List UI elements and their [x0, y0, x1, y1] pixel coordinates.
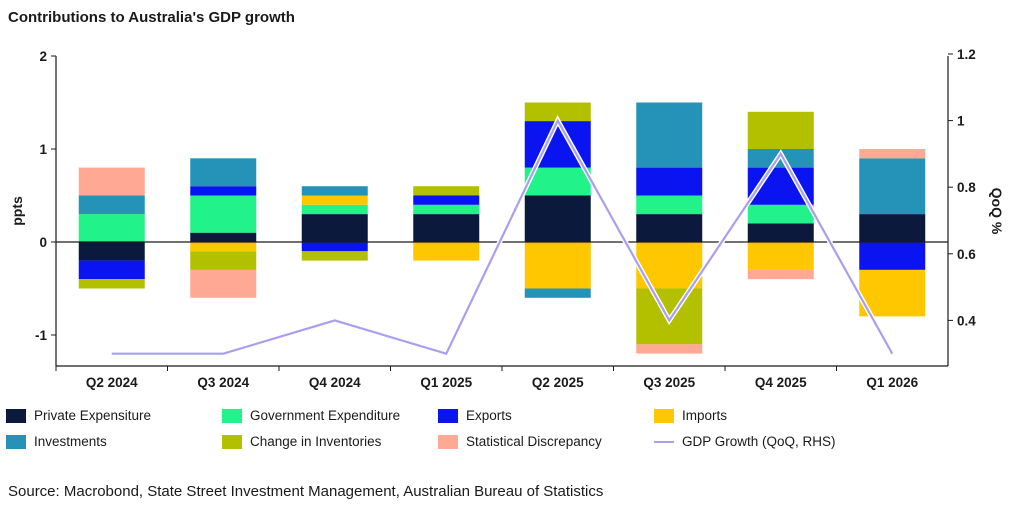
legend-item: Imports: [654, 408, 727, 423]
bar-segment: [190, 242, 257, 252]
legend-swatch: [438, 434, 458, 449]
bar-segment: [301, 195, 368, 205]
legend-item: Exports: [438, 408, 512, 423]
bar-segment: [859, 269, 926, 317]
legend-swatch: [222, 434, 242, 449]
legend-item: Government Expenditure: [222, 408, 400, 423]
bar-segment: [78, 279, 145, 289]
bar-segment: [636, 167, 703, 196]
bar-segment: [747, 269, 814, 280]
legend-swatch: [438, 408, 458, 423]
bars-layer: [78, 102, 926, 354]
bar-segment: [190, 269, 257, 298]
bar-segment: [78, 167, 145, 196]
legend-item: Statistical Discrepancy: [438, 434, 602, 449]
legend-label: Investments: [34, 434, 107, 449]
x-tick-label: Q1 2025: [420, 375, 472, 390]
bar-segment: [413, 195, 480, 205]
bar-segment: [190, 195, 257, 233]
bar-segment: [524, 195, 591, 242]
bar-segment: [859, 149, 926, 159]
bar-segment: [190, 251, 257, 270]
y-axis-label: ppts: [9, 196, 25, 226]
x-tick-label: Q3 2024: [197, 375, 249, 390]
bar-segment: [190, 186, 257, 196]
x-tick-label: Q4 2025: [755, 375, 807, 390]
bar-segment: [413, 242, 480, 261]
bar-segment: [636, 195, 703, 215]
bar-segment: [524, 288, 591, 298]
y-tick-label: 0: [39, 235, 47, 250]
legend-line-swatch: [654, 440, 674, 443]
x-tick-label: Q2 2025: [532, 375, 584, 390]
legend-label: Exports: [466, 408, 512, 423]
y2-tick-label: 0.8: [957, 180, 976, 195]
y2-tick-label: 1: [957, 114, 965, 129]
legend-swatch: [6, 408, 26, 423]
y-tick-label: -1: [35, 328, 47, 343]
legend-item: Private Expensiture: [6, 408, 151, 423]
bar-segment: [524, 242, 591, 289]
x-tick-label: Q2 2024: [86, 375, 138, 390]
bar-segment: [301, 204, 368, 215]
legend-label: Imports: [682, 408, 728, 423]
bar-segment: [636, 102, 703, 168]
bar-segment: [747, 111, 814, 149]
bar-segment: [859, 214, 926, 242]
bar-segment: [78, 242, 145, 261]
legend-label: GDP Growth (QoQ, RHS): [682, 434, 836, 449]
x-tick-label: Q4 2024: [309, 375, 361, 390]
bar-segment: [78, 195, 145, 215]
y2-tick-label: 0.4: [957, 313, 976, 328]
bar-segment: [301, 214, 368, 242]
y2-axis-label: QoQ %: [989, 188, 1005, 235]
bar-segment: [301, 186, 368, 196]
bar-segment: [190, 158, 257, 187]
x-tick-label: Q3 2025: [643, 375, 695, 390]
legend-item: Investments: [6, 434, 107, 449]
bar-segment: [524, 102, 591, 122]
bar-segment: [747, 223, 814, 242]
legend-item: GDP Growth (QoQ, RHS): [654, 434, 836, 449]
bar-segment: [413, 214, 480, 242]
bar-segment: [747, 204, 814, 224]
gdp-growth-line: [111, 118, 894, 356]
legend-label: Private Expensiture: [34, 408, 152, 423]
bar-segment: [747, 242, 814, 270]
bar-segment: [636, 214, 703, 242]
bar-segment: [859, 242, 926, 270]
y2-tick-label: 1.2: [957, 47, 976, 62]
bar-segment: [190, 232, 257, 242]
chart-title: Contributions to Australia's GDP growth: [8, 9, 295, 26]
x-tick-label: Q1 2026: [866, 375, 918, 390]
bar-segment: [636, 344, 703, 354]
bar-segment: [413, 186, 480, 196]
bar-segment: [78, 260, 145, 280]
legend-swatch: [222, 408, 242, 423]
bar-segment: [301, 242, 368, 252]
legend-swatch: [6, 434, 26, 449]
bar-segment: [301, 251, 368, 261]
legend-swatch: [654, 408, 674, 423]
source-note: Source: Macrobond, State Street Investme…: [8, 483, 604, 500]
bar-segment: [78, 214, 145, 242]
y-tick-label: 2: [39, 49, 47, 64]
y2-tick-label: 0.6: [957, 247, 976, 262]
legend-label: Change in Inventories: [250, 434, 382, 449]
y-tick-label: 1: [39, 142, 47, 157]
bar-segment: [413, 204, 480, 215]
axes-layer: -1 0 1 2 0.4 0.6 0.8 1 1.2 Q2 2024 Q3 2024 Q4 2024 Q…: [9, 47, 1005, 390]
legend-label: Government Expenditure: [250, 408, 401, 423]
legend-label: Statistical Discrepancy: [466, 434, 602, 449]
bar-segment: [859, 158, 926, 215]
legend-item: Change in Inventories: [222, 434, 381, 449]
line-layer: [111, 115, 895, 357]
